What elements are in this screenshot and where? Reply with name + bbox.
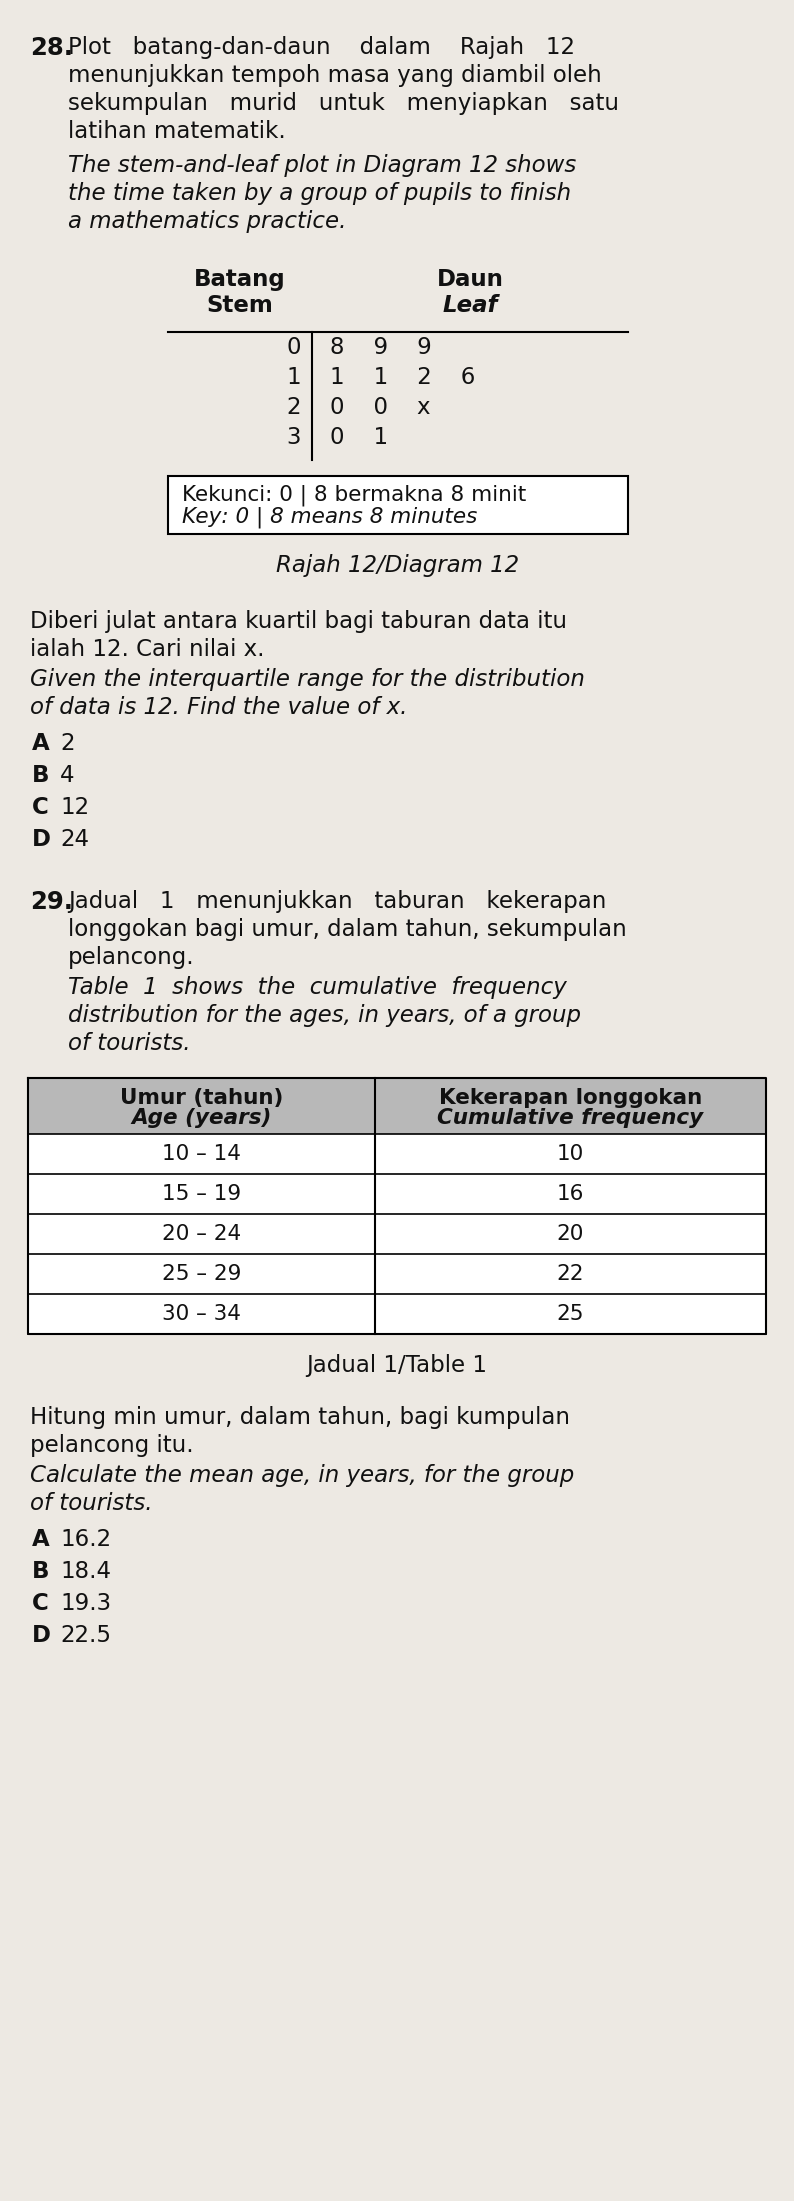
Text: 10: 10 <box>557 1145 584 1164</box>
Text: pelancong itu.: pelancong itu. <box>30 1435 194 1457</box>
Text: 0: 0 <box>287 337 301 359</box>
Text: Rajah 12/Diagram 12: Rajah 12/Diagram 12 <box>276 555 519 577</box>
Text: 3: 3 <box>287 427 301 449</box>
Text: Table  1  shows  the  cumulative  frequency: Table 1 shows the cumulative frequency <box>68 975 567 999</box>
Text: Umur (tahun): Umur (tahun) <box>120 1087 283 1107</box>
Text: 19.3: 19.3 <box>60 1591 111 1616</box>
Text: pelancong.: pelancong. <box>68 946 195 968</box>
FancyBboxPatch shape <box>28 1294 766 1334</box>
Text: 29.: 29. <box>30 889 73 913</box>
Text: 18.4: 18.4 <box>60 1561 111 1583</box>
Text: Calculate the mean age, in years, for the group: Calculate the mean age, in years, for th… <box>30 1464 574 1488</box>
Text: Kekunci: 0 | 8 bermakna 8 minit: Kekunci: 0 | 8 bermakna 8 minit <box>182 484 526 506</box>
Text: A: A <box>32 733 50 755</box>
Text: 30 – 34: 30 – 34 <box>162 1303 241 1325</box>
Text: latihan matematik.: latihan matematik. <box>68 121 286 143</box>
Text: The stem-and-leaf plot in Diagram 12 shows: The stem-and-leaf plot in Diagram 12 sho… <box>68 154 576 176</box>
Text: Age (years): Age (years) <box>131 1107 272 1127</box>
Text: 2: 2 <box>60 733 75 755</box>
Text: 22.5: 22.5 <box>60 1624 111 1646</box>
Text: ialah 12. Cari nilai x.: ialah 12. Cari nilai x. <box>30 638 264 660</box>
Text: Daun: Daun <box>437 269 503 291</box>
Text: Jadual   1   menunjukkan   taburan   kekerapan: Jadual 1 menunjukkan taburan kekerapan <box>68 889 607 913</box>
Text: C: C <box>32 797 48 819</box>
Text: 1    1    2    6: 1 1 2 6 <box>330 368 476 390</box>
Text: B: B <box>32 1561 49 1583</box>
Text: 4: 4 <box>60 764 75 788</box>
Text: 0    1: 0 1 <box>330 427 388 449</box>
Text: D: D <box>32 1624 51 1646</box>
Text: 16.2: 16.2 <box>60 1527 111 1552</box>
FancyBboxPatch shape <box>28 1134 766 1173</box>
Text: 22: 22 <box>557 1263 584 1283</box>
Text: Plot   batang-dan-daun    dalam    Rajah   12: Plot batang-dan-daun dalam Rajah 12 <box>68 35 575 59</box>
FancyBboxPatch shape <box>28 1215 766 1255</box>
Text: 0    0    x: 0 0 x <box>330 396 430 420</box>
Text: 1: 1 <box>287 368 301 390</box>
Text: 28.: 28. <box>30 35 73 59</box>
Text: menunjukkan tempoh masa yang diambil oleh: menunjukkan tempoh masa yang diambil ole… <box>68 64 602 88</box>
Text: B: B <box>32 764 49 788</box>
Text: 2: 2 <box>287 396 301 420</box>
Text: 25: 25 <box>557 1303 584 1325</box>
Text: Hitung min umur, dalam tahun, bagi kumpulan: Hitung min umur, dalam tahun, bagi kumpu… <box>30 1406 570 1428</box>
Text: 15 – 19: 15 – 19 <box>162 1184 241 1204</box>
Text: 20 – 24: 20 – 24 <box>162 1224 241 1244</box>
Text: 25 – 29: 25 – 29 <box>162 1263 241 1283</box>
FancyBboxPatch shape <box>28 1173 766 1215</box>
Text: Batang: Batang <box>195 269 286 291</box>
Text: 10 – 14: 10 – 14 <box>162 1145 241 1164</box>
Text: Given the interquartile range for the distribution: Given the interquartile range for the di… <box>30 667 585 691</box>
FancyBboxPatch shape <box>28 1078 766 1134</box>
Text: of tourists.: of tourists. <box>68 1032 191 1054</box>
FancyBboxPatch shape <box>168 475 628 535</box>
Text: Key: 0 | 8 means 8 minutes: Key: 0 | 8 means 8 minutes <box>182 506 477 528</box>
Text: Jadual 1/Table 1: Jadual 1/Table 1 <box>306 1354 488 1378</box>
Text: 12: 12 <box>60 797 89 819</box>
Text: 20: 20 <box>557 1224 584 1244</box>
Text: distribution for the ages, in years, of a group: distribution for the ages, in years, of … <box>68 1004 581 1028</box>
Text: of data is 12. Find the value of x.: of data is 12. Find the value of x. <box>30 696 407 720</box>
Text: C: C <box>32 1591 48 1616</box>
Text: a mathematics practice.: a mathematics practice. <box>68 209 346 233</box>
Text: sekumpulan   murid   untuk   menyiapkan   satu: sekumpulan murid untuk menyiapkan satu <box>68 92 619 114</box>
Text: Kekerapan longgokan: Kekerapan longgokan <box>439 1087 702 1107</box>
Text: the time taken by a group of pupils to finish: the time taken by a group of pupils to f… <box>68 183 571 205</box>
Text: 24: 24 <box>60 828 89 852</box>
Text: Cumulative frequency: Cumulative frequency <box>437 1107 703 1127</box>
Text: longgokan bagi umur, dalam tahun, sekumpulan: longgokan bagi umur, dalam tahun, sekump… <box>68 918 626 942</box>
Text: A: A <box>32 1527 50 1552</box>
Text: 8    9    9: 8 9 9 <box>330 337 432 359</box>
Text: Diberi julat antara kuartil bagi taburan data itu: Diberi julat antara kuartil bagi taburan… <box>30 610 567 634</box>
Text: 16: 16 <box>557 1184 584 1204</box>
Text: of tourists.: of tourists. <box>30 1492 152 1514</box>
Text: Leaf: Leaf <box>442 295 498 317</box>
Text: Stem: Stem <box>206 295 273 317</box>
Text: D: D <box>32 828 51 852</box>
FancyBboxPatch shape <box>28 1255 766 1294</box>
